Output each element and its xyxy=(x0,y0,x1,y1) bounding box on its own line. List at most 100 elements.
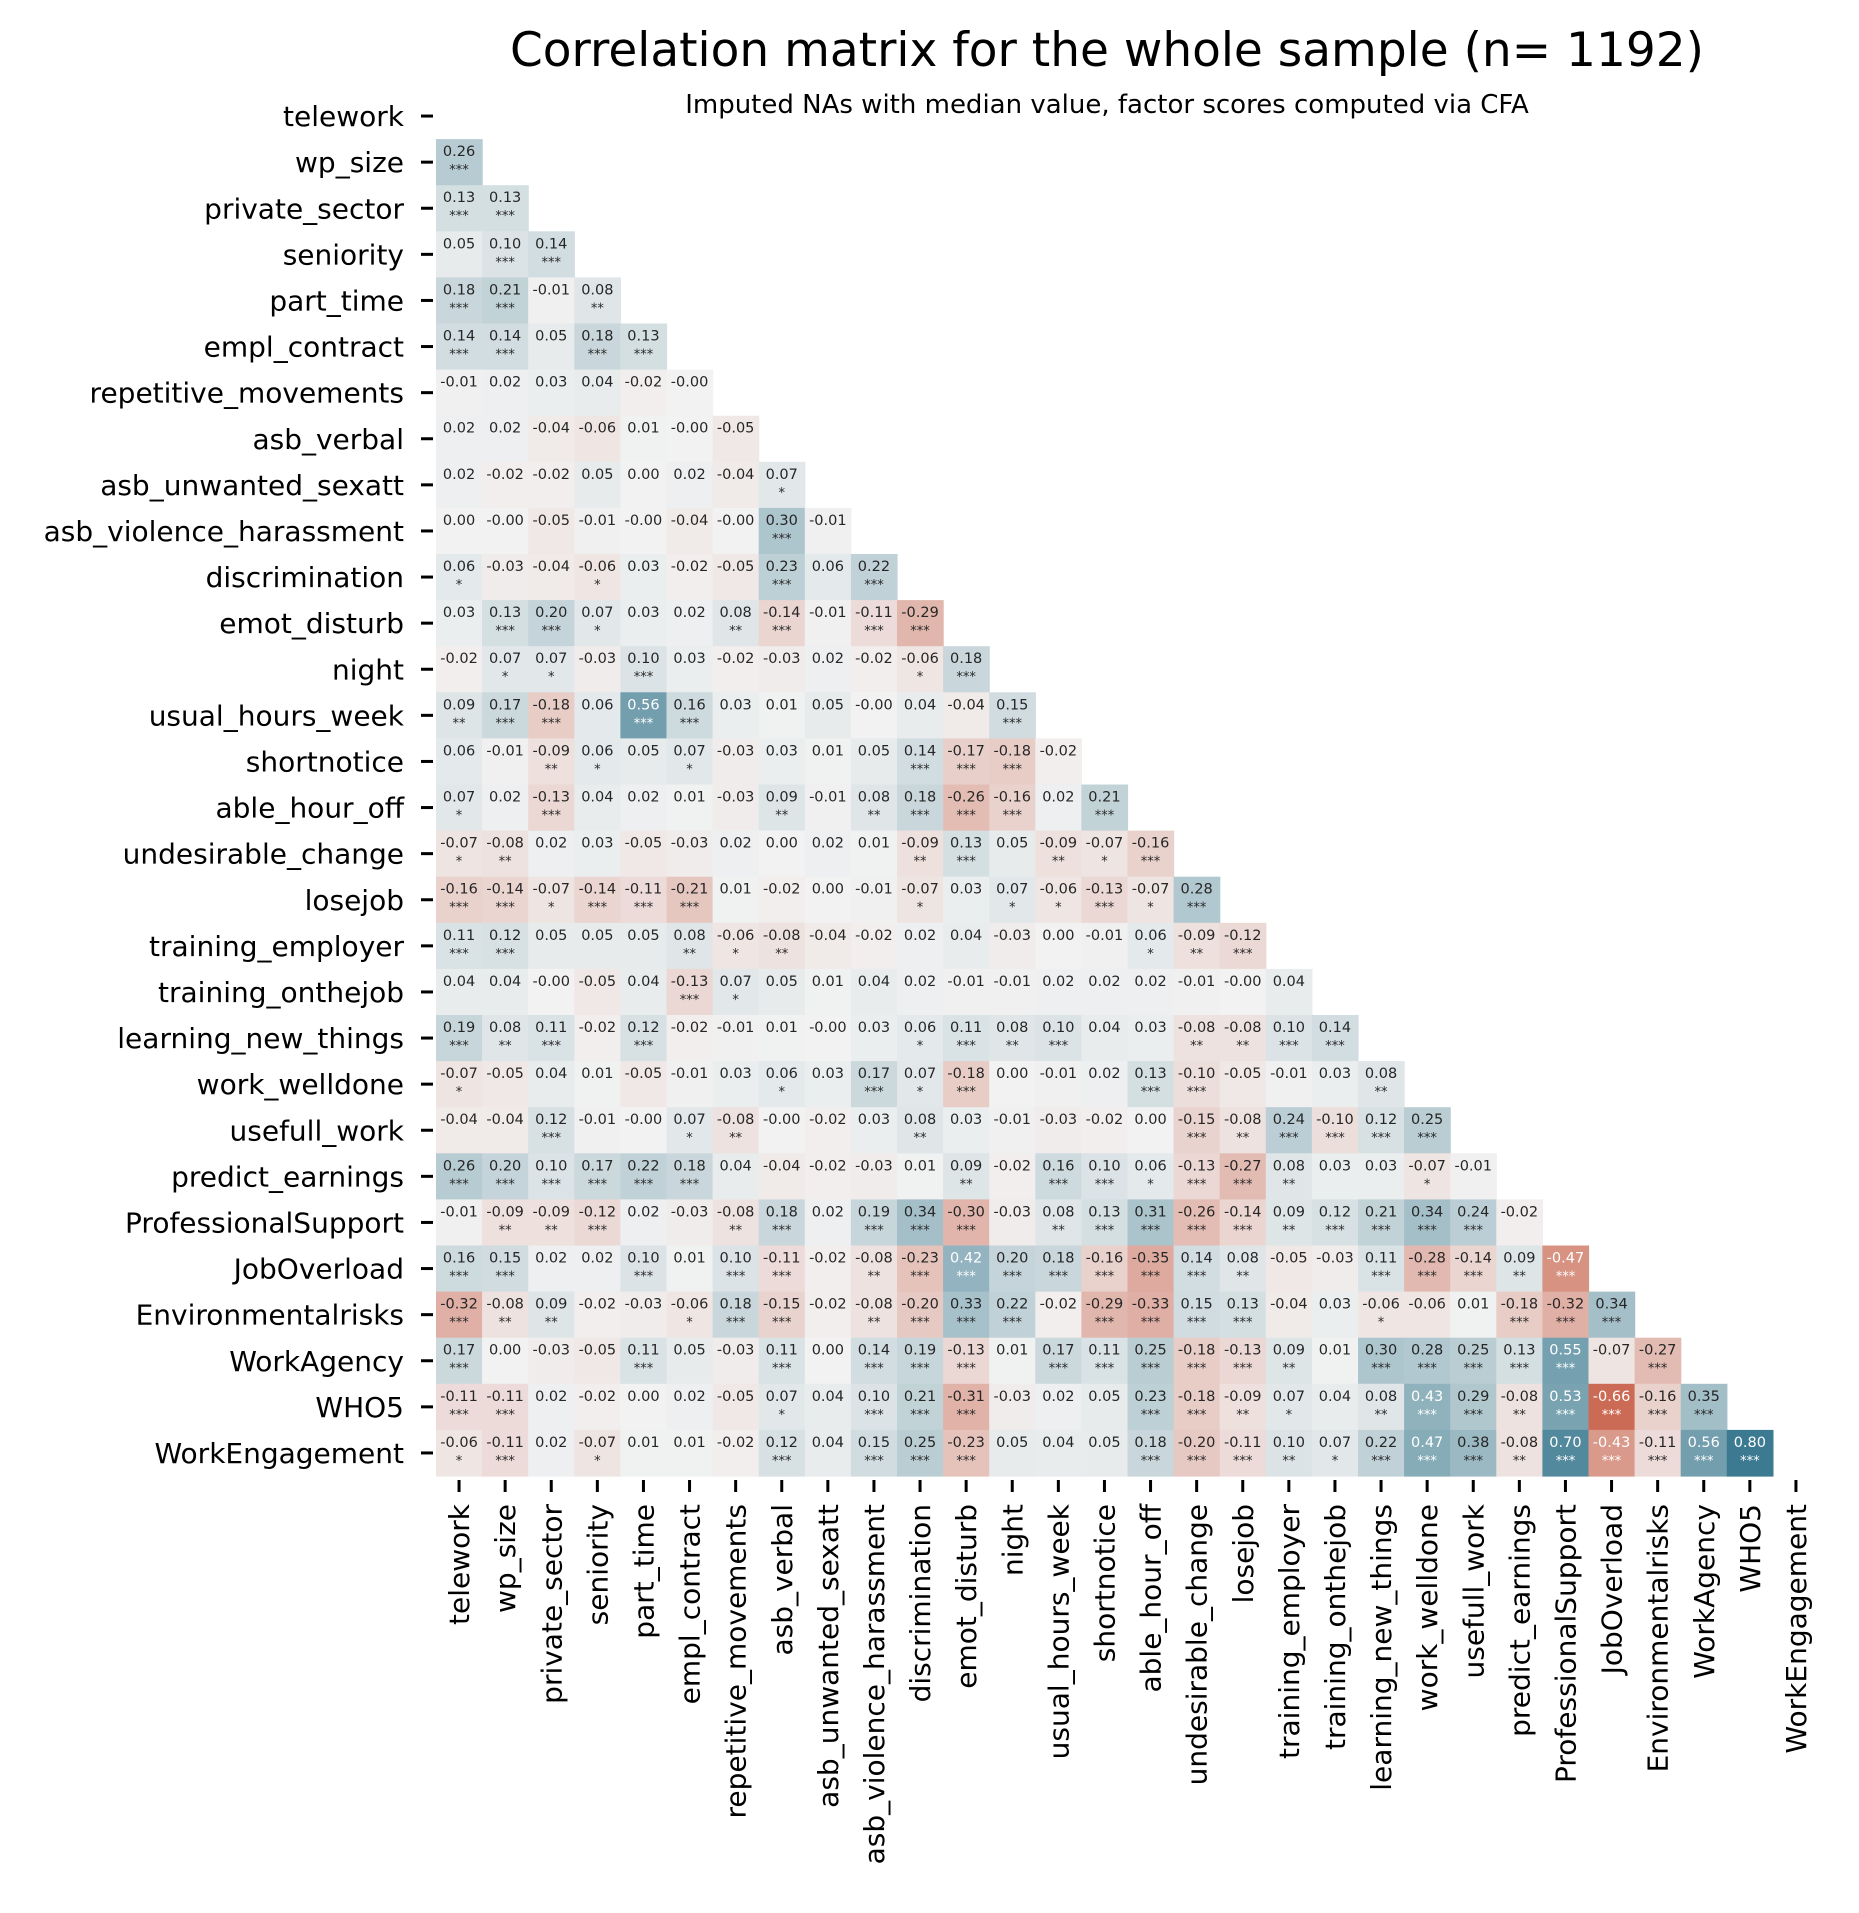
heatmap-cell: 0.04 xyxy=(1311,1383,1359,1431)
cell-value-label: 0.08 xyxy=(1365,1066,1397,1082)
heatmap-cell: 0.04 xyxy=(1035,1429,1082,1477)
cell-value-label: 0.03 xyxy=(1134,1020,1166,1036)
cell-value-label: -0.02 xyxy=(1040,1297,1078,1313)
heatmap-cell: 0.04 xyxy=(943,922,990,970)
cell-value-label: -0.03 xyxy=(717,743,755,759)
heatmap-cell: 0.00 xyxy=(482,1337,529,1385)
cell-value-label: 0.05 xyxy=(996,836,1028,852)
cell-value-label: -0.18 xyxy=(1178,1343,1216,1359)
heatmap-cell: 0.18*** xyxy=(943,646,990,693)
cell-significance-label: *** xyxy=(772,1316,792,1331)
cell-rect xyxy=(897,1429,944,1477)
cell-rect xyxy=(436,876,483,924)
heatmap-cell: -0.01 xyxy=(1265,1061,1313,1108)
heatmap-cell: -0.02 xyxy=(620,369,668,417)
heatmap-cell: 0.01 xyxy=(620,1429,668,1477)
cell-value-label: -0.18 xyxy=(1501,1297,1539,1313)
cell-significance-label: *** xyxy=(1187,1408,1207,1423)
cell-value-label: -0.14 xyxy=(763,605,801,621)
cell-value-label: 0.19 xyxy=(904,1343,936,1359)
cell-value-label: -0.02 xyxy=(532,467,570,483)
heatmap-cell: -0.11*** xyxy=(482,1429,529,1477)
heatmap-cell: 0.09** xyxy=(528,1291,575,1339)
cell-rect xyxy=(758,507,806,555)
cell-value-label: 0.34 xyxy=(1595,1297,1627,1313)
cell-rect xyxy=(989,1245,1036,1293)
cell-rect xyxy=(1035,830,1082,878)
cell-value-label: 0.04 xyxy=(904,697,936,713)
cell-rect xyxy=(482,600,529,647)
cell-rect xyxy=(1127,1015,1175,1062)
cell-rect xyxy=(528,1429,575,1477)
cell-value-label: 0.04 xyxy=(1088,1020,1120,1036)
cell-rect xyxy=(1081,1429,1129,1477)
cell-rect xyxy=(666,876,714,924)
heatmap-cell: 0.80*** xyxy=(1726,1429,1774,1477)
cell-rect xyxy=(1450,1337,1497,1385)
cell-value-label: -0.01 xyxy=(486,743,524,759)
cell-value-label: -0.08 xyxy=(717,1204,755,1220)
cell-value-label: 0.01 xyxy=(720,882,752,898)
heatmap-cell: -0.15*** xyxy=(1173,1107,1221,1154)
cell-value-label: 0.21 xyxy=(1088,790,1120,806)
cell-rect xyxy=(620,1107,668,1154)
cell-significance-label: *** xyxy=(495,301,515,316)
heatmap-cell: 0.08** xyxy=(1358,1061,1405,1108)
cell-value-label: -0.06 xyxy=(1040,882,1078,898)
heatmap-cell: -0.02 xyxy=(528,461,575,509)
cell-rect xyxy=(528,1291,575,1339)
cell-significance-label: *** xyxy=(910,1408,930,1423)
heatmap-cell: -0.28*** xyxy=(1404,1245,1451,1293)
cell-rect xyxy=(758,1337,806,1385)
cell-value-label: 0.04 xyxy=(858,974,890,990)
cell-significance-label: *** xyxy=(1417,1270,1437,1285)
heatmap-cell: -0.01 xyxy=(804,600,852,647)
cell-rect xyxy=(1173,1383,1221,1431)
heatmap-cell: 0.00 xyxy=(620,461,668,509)
heatmap-cell: 0.43*** xyxy=(1404,1383,1451,1431)
cell-rect xyxy=(1081,1291,1129,1339)
cell-value-label: -0.00 xyxy=(763,1112,801,1128)
x-tick-label: learning_new_things xyxy=(1365,1504,1398,1791)
cell-value-label: -0.06 xyxy=(671,1297,709,1313)
heatmap-cell: 0.11*** xyxy=(436,922,483,970)
cell-value-label: 0.12 xyxy=(1319,1204,1351,1220)
cell-significance-label: *** xyxy=(1648,1454,1668,1469)
cell-rect xyxy=(1219,1291,1267,1339)
cell-value-label: 0.06 xyxy=(443,743,475,759)
cell-rect xyxy=(1311,1429,1359,1477)
cell-value-label: 0.80 xyxy=(1734,1435,1766,1451)
heatmap-cell: -0.02 xyxy=(758,876,806,924)
heatmap-cell: 0.30*** xyxy=(758,507,806,555)
cell-significance-label: *** xyxy=(1141,1223,1161,1238)
heatmap-cell: 0.03 xyxy=(712,692,760,739)
heatmap-cell: 0.18*** xyxy=(897,784,944,832)
cell-significance-label: *** xyxy=(495,901,515,916)
cell-significance-label: ** xyxy=(914,1131,928,1146)
cell-rect xyxy=(712,1199,760,1247)
cell-rect xyxy=(1173,1291,1221,1339)
heatmap-cell: -0.47*** xyxy=(1542,1245,1590,1293)
cell-value-label: 0.11 xyxy=(443,928,475,944)
cell-significance-label: *** xyxy=(449,301,469,316)
heatmap-cell: 0.08** xyxy=(897,1107,944,1154)
cell-significance-label: ** xyxy=(1282,1362,1296,1377)
cell-rect xyxy=(666,1153,714,1200)
heatmap-cell: -0.18*** xyxy=(528,692,575,739)
cell-value-label: 0.06 xyxy=(1134,928,1166,944)
cell-value-label: 0.03 xyxy=(1365,1158,1397,1174)
heatmap-cell: 0.14*** xyxy=(850,1337,898,1385)
heatmap-cell: -0.00 xyxy=(620,1107,668,1154)
heatmap-cell: -0.13*** xyxy=(528,784,575,832)
cell-significance-label: *** xyxy=(680,716,700,731)
cell-significance-label: *** xyxy=(449,209,469,224)
cell-value-label: -0.01 xyxy=(717,1020,755,1036)
heatmap-cell: -0.09** xyxy=(1219,1383,1267,1431)
cell-value-label: 0.15 xyxy=(489,1251,521,1267)
cell-significance-label: *** xyxy=(1464,1454,1484,1469)
cell-significance-label: ** xyxy=(499,1039,513,1054)
heatmap-cell: -0.02 xyxy=(574,1383,621,1431)
cell-rect xyxy=(574,830,621,878)
heatmap-cell: 0.26*** xyxy=(436,139,483,186)
cell-value-label: 0.11 xyxy=(950,1020,982,1036)
